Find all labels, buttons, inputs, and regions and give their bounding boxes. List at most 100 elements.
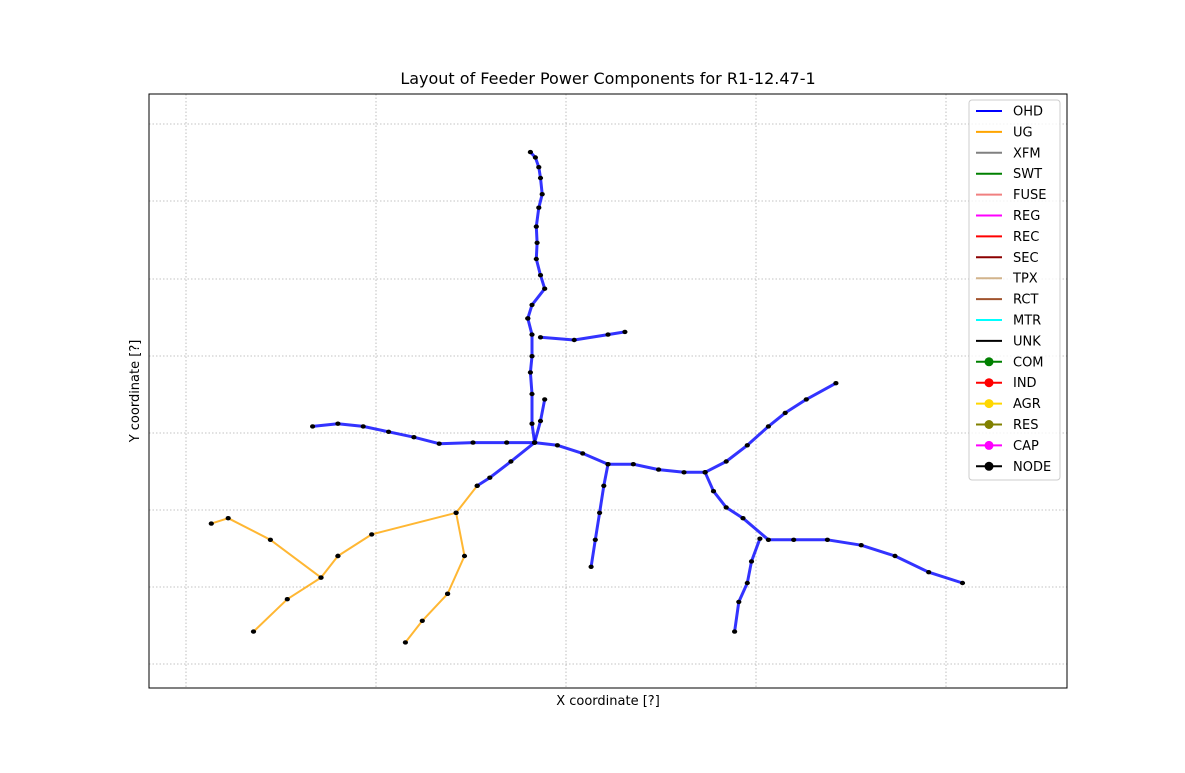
legend-label-unk: UNK: [1013, 334, 1041, 349]
legend-label-xfm: XFM: [1013, 146, 1041, 161]
legend-label-sec: SEC: [1013, 251, 1039, 266]
node-point: [537, 273, 544, 278]
node-point: [782, 410, 788, 416]
node-point: [580, 451, 586, 456]
node-point: [757, 536, 763, 541]
node-point: [445, 591, 451, 596]
y-axis-label: Y coordinate [?]: [128, 340, 143, 444]
node-point: [532, 440, 538, 445]
node-point: [833, 381, 839, 386]
node-point: [267, 537, 273, 542]
node-point: [858, 543, 864, 548]
node-point: [710, 489, 717, 494]
node-point: [740, 516, 746, 521]
legend-label-rct: RCT: [1013, 293, 1038, 308]
node-point: [527, 149, 534, 155]
node-point: [542, 397, 548, 402]
legend-label-reg: REG: [1013, 209, 1040, 224]
legend-label-ind: IND: [1013, 376, 1037, 391]
node-point: [504, 440, 510, 445]
legend-items: OHD UG XFM SWT FUSE REG REC SEC TPX RCT MTR UNK COM I…: [976, 105, 1051, 475]
node-point: [765, 424, 772, 429]
legend-marker-node: [984, 461, 994, 471]
node-point: [529, 421, 535, 426]
legend-marker-com: [984, 357, 994, 367]
legend-marker-ind: [984, 378, 994, 388]
node-point: [529, 302, 535, 308]
series-line-ohd: [539, 330, 627, 342]
node-point: [453, 510, 459, 515]
legend-marker-res: [984, 420, 994, 429]
legend-label-node: NODE: [1013, 460, 1051, 475]
node-point: [926, 570, 932, 575]
node-point: [411, 435, 417, 440]
node-point: [402, 640, 408, 645]
node-point: [748, 559, 755, 564]
plot-data: [208, 149, 966, 645]
node-point: [539, 192, 545, 197]
node-point: [959, 580, 966, 586]
node-point: [791, 537, 797, 542]
node-point: [533, 224, 539, 229]
node-point: [474, 483, 480, 488]
node-point: [597, 510, 603, 515]
node-point: [736, 599, 742, 605]
legend-label-cap: CAP: [1013, 439, 1039, 454]
node-point: [250, 629, 257, 634]
node-point: [386, 429, 392, 434]
node-point: [601, 483, 607, 488]
node-point: [723, 459, 729, 464]
plot-frame: [148, 93, 1068, 689]
legend-label-rec: REC: [1013, 230, 1039, 245]
node-point: [529, 354, 535, 359]
node-point: [419, 618, 425, 623]
chart-title: Layout of Feeder Power Components for R1…: [400, 69, 815, 88]
node-point: [533, 256, 539, 262]
node-point: [554, 443, 561, 448]
series-line-ug: [336, 484, 479, 557]
node-point: [487, 475, 493, 480]
legend-label-res: RES: [1013, 418, 1039, 433]
legend-marker-cap: [984, 440, 994, 450]
node-point: [622, 329, 628, 335]
legend-label-mtr: MTR: [1013, 314, 1041, 329]
node-point: [723, 505, 729, 510]
legend-label-fuse: FUSE: [1013, 188, 1046, 203]
node-point: [536, 205, 542, 210]
node-point: [656, 467, 662, 472]
node-point: [537, 335, 544, 340]
node-point: [571, 337, 577, 343]
legend-label-ug: UG: [1013, 125, 1033, 140]
legend-label-tpx: TPX: [1012, 272, 1038, 287]
node-point: [542, 286, 548, 291]
series-line-ohd: [475, 441, 537, 488]
node-point: [732, 629, 738, 634]
node-point: [744, 443, 750, 448]
legend-label-ohd: OHD: [1013, 105, 1043, 120]
legend-label-com: COM: [1013, 355, 1044, 370]
node-point: [529, 332, 535, 337]
node-point: [360, 424, 366, 429]
node-point: [208, 521, 214, 526]
node-point: [824, 537, 831, 542]
node-point: [537, 418, 544, 424]
legend-label-agr: AGR: [1013, 397, 1041, 412]
node-point: [508, 459, 514, 464]
node-point: [803, 397, 809, 402]
node-point: [525, 316, 531, 321]
node-point: [225, 516, 231, 521]
node-point: [318, 575, 324, 580]
node-point: [681, 470, 687, 475]
node-point: [765, 537, 772, 542]
node-point: [527, 370, 534, 375]
node-point: [536, 165, 542, 170]
node-point: [534, 240, 540, 245]
series-line-ug: [252, 555, 339, 633]
node-point: [532, 155, 539, 160]
legend-marker-agr: [984, 399, 994, 409]
node-point: [537, 175, 544, 181]
node-point: [310, 424, 316, 429]
node-point: [335, 421, 341, 426]
node-point: [335, 553, 341, 559]
